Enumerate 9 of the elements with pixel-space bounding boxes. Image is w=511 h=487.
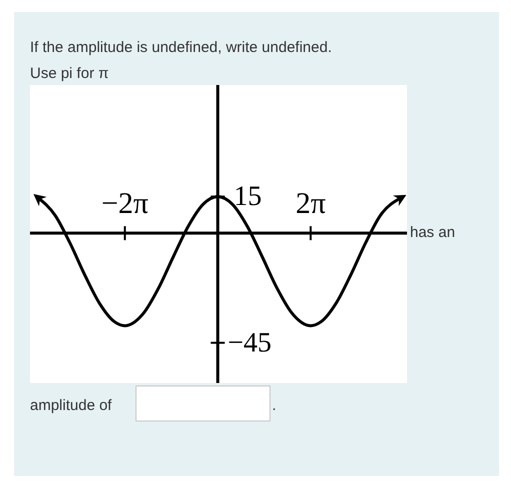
x-tick-label: 2π: [296, 187, 326, 220]
y-tick-label: −45: [228, 327, 272, 358]
text: has an: [410, 224, 456, 241]
y-tick-label: 15: [234, 181, 262, 212]
chart-title: If the amplitude is undefined, write undefined.: [30, 39, 332, 56]
chart-subtitle: Use pi for π: [30, 65, 109, 82]
x-tick-label: −2π: [101, 187, 148, 220]
text: amplitude of: [30, 397, 113, 414]
text: .: [272, 397, 276, 414]
